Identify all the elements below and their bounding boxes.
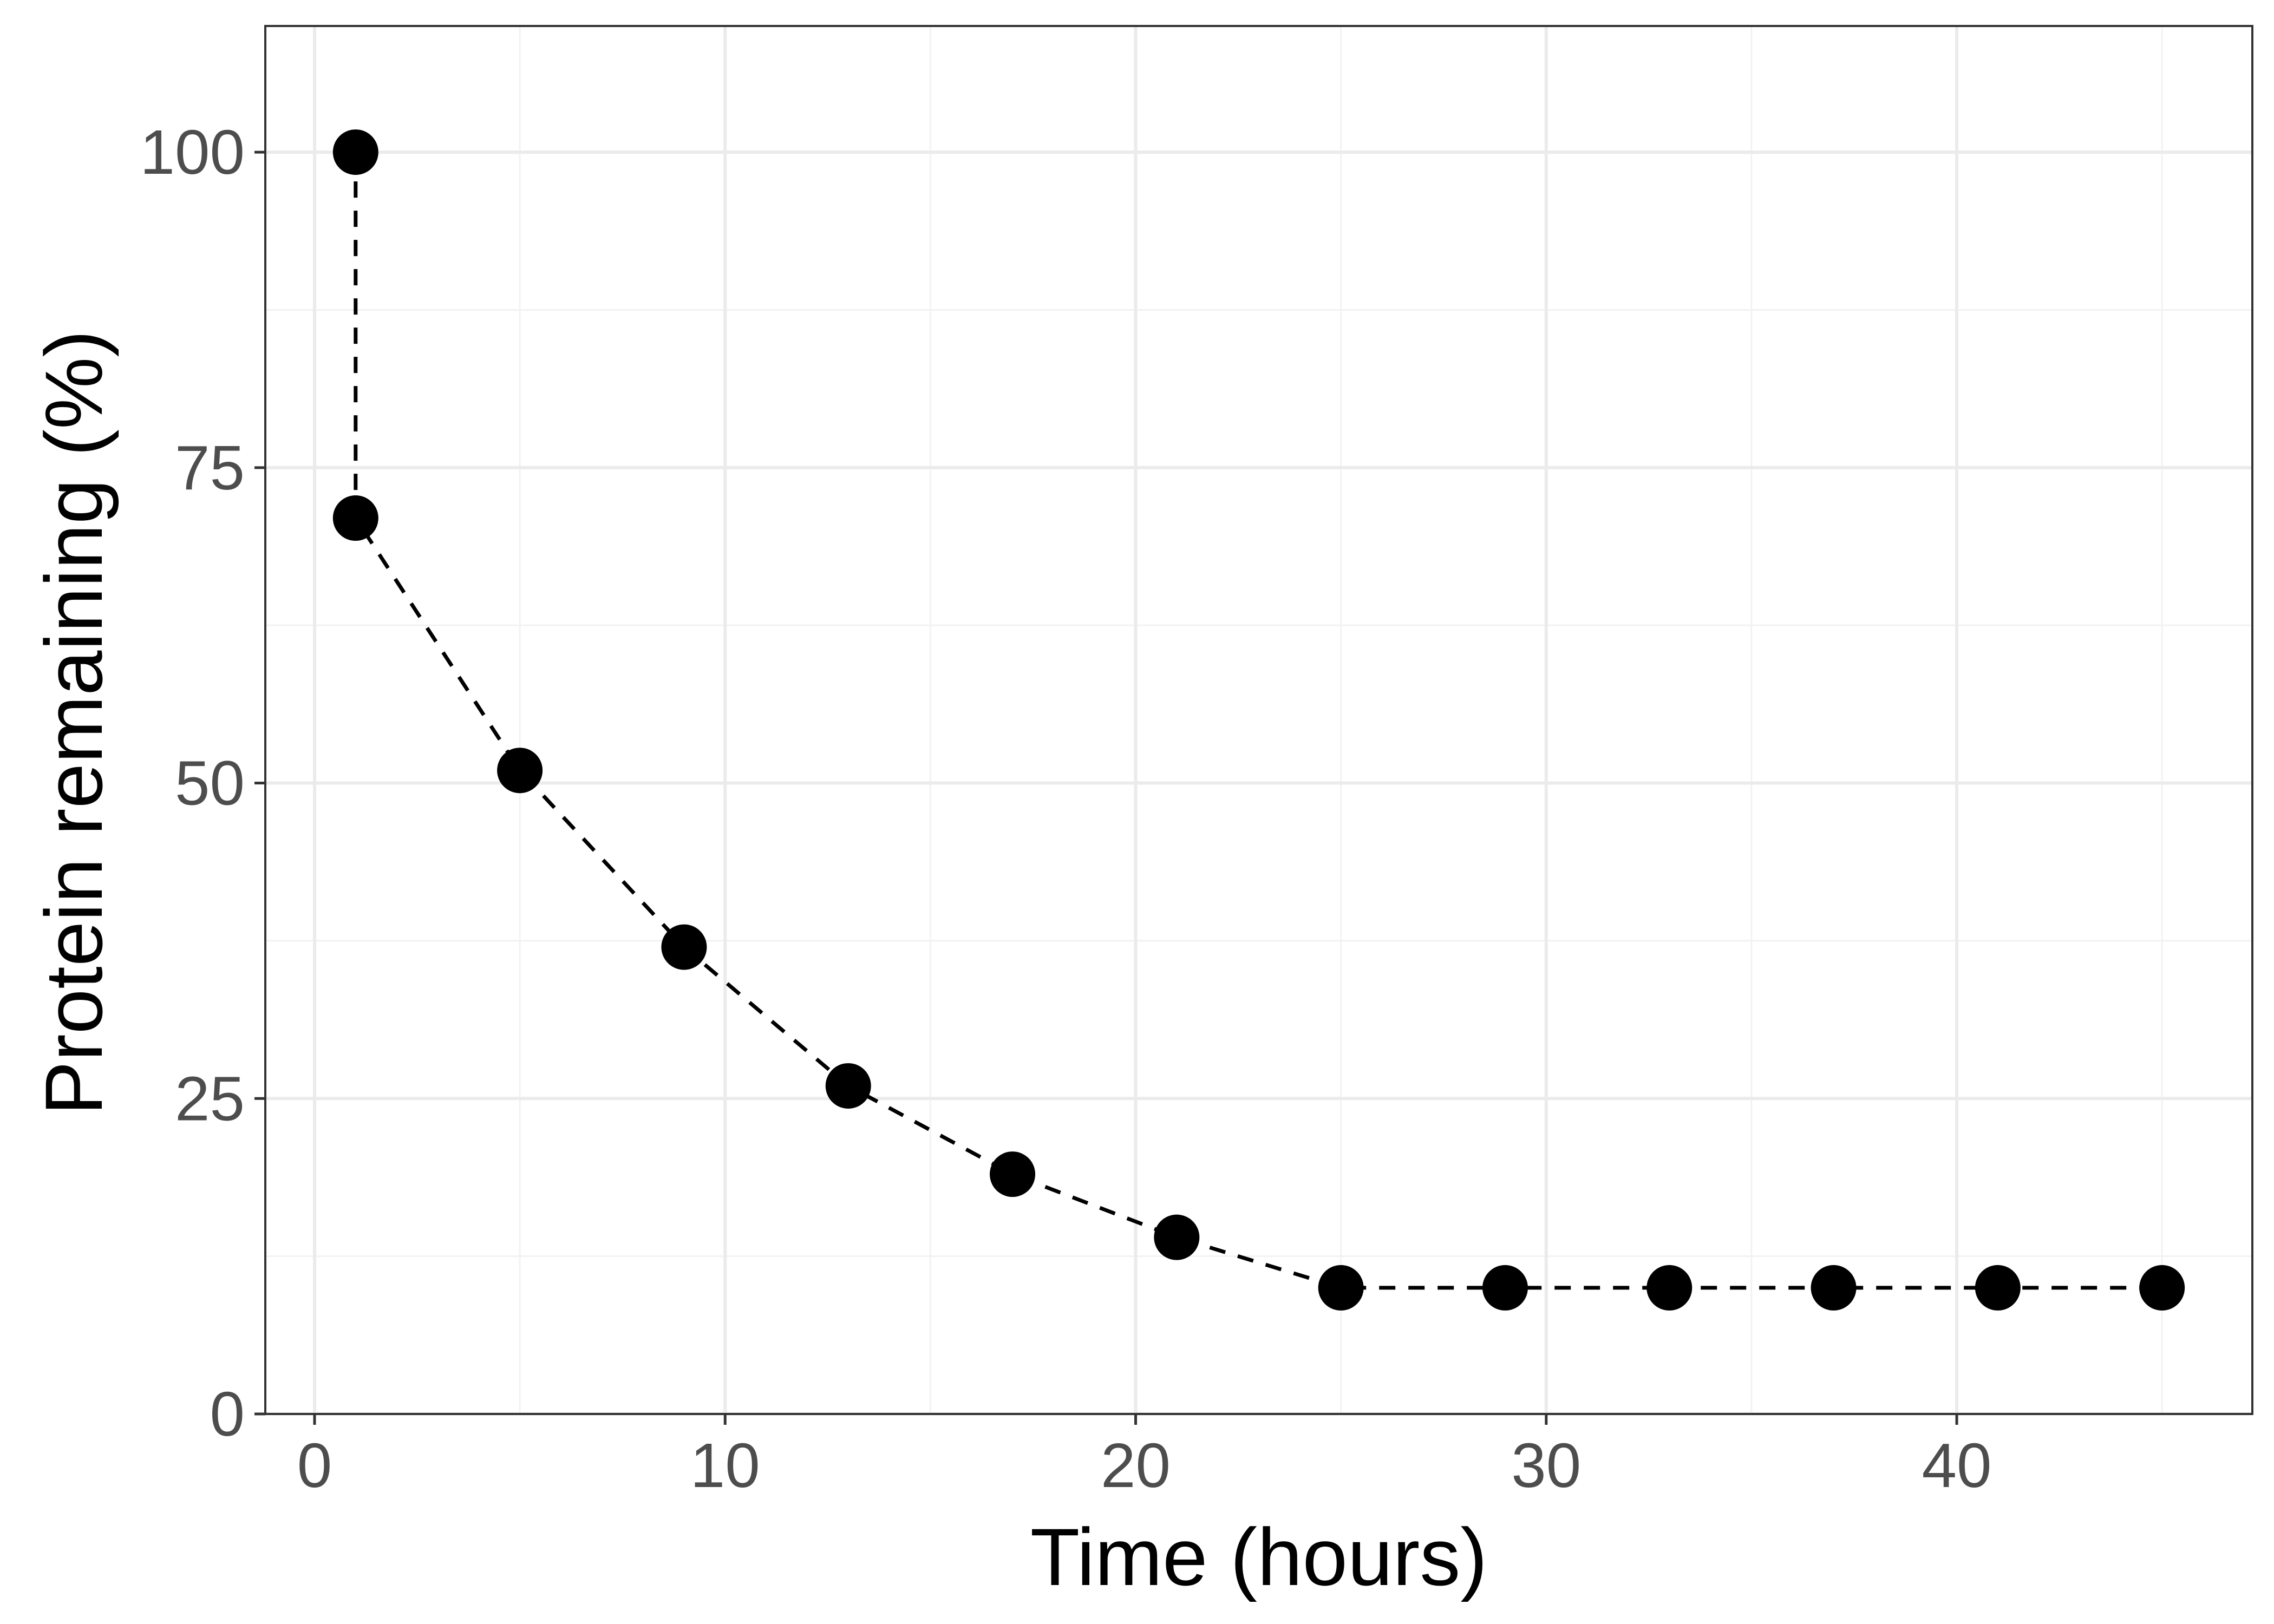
data-point bbox=[2139, 1265, 2185, 1311]
minor-gridlines bbox=[265, 26, 2252, 1414]
y-tick-label: 75 bbox=[175, 433, 245, 503]
x-tick-label: 20 bbox=[1101, 1430, 1171, 1501]
data-point bbox=[1318, 1265, 1364, 1311]
data-point bbox=[1646, 1265, 1693, 1311]
data-point bbox=[1154, 1214, 1200, 1260]
panel-border bbox=[264, 25, 2253, 1415]
y-tick-label: 0 bbox=[210, 1379, 245, 1449]
y-tick-label: 25 bbox=[175, 1063, 245, 1134]
data-point bbox=[1811, 1265, 1857, 1311]
x-tick-label: 30 bbox=[1511, 1430, 1581, 1501]
data-point bbox=[990, 1151, 1036, 1197]
data-point bbox=[332, 129, 378, 175]
x-tick-label: 40 bbox=[1922, 1430, 1992, 1501]
data-point bbox=[1482, 1265, 1528, 1311]
y-tick-label: 50 bbox=[175, 748, 245, 818]
data-point bbox=[661, 924, 707, 970]
data-point bbox=[825, 1063, 871, 1109]
x-tick-label: 0 bbox=[297, 1430, 332, 1501]
y-axis-ticks: 0 25 50 75 100 bbox=[140, 117, 265, 1449]
x-axis-ticks: 0 10 20 30 40 bbox=[297, 1414, 1992, 1501]
data-point bbox=[497, 748, 543, 794]
data-point bbox=[332, 495, 378, 541]
y-tick-label: 100 bbox=[140, 117, 245, 187]
y-axis-title: Protein remaining (%) bbox=[28, 330, 119, 1116]
data-point bbox=[1975, 1265, 2021, 1311]
x-tick-label: 10 bbox=[690, 1430, 760, 1501]
series-points-group bbox=[332, 129, 2185, 1311]
x-axis-title: Time (hours) bbox=[1030, 1511, 1488, 1602]
